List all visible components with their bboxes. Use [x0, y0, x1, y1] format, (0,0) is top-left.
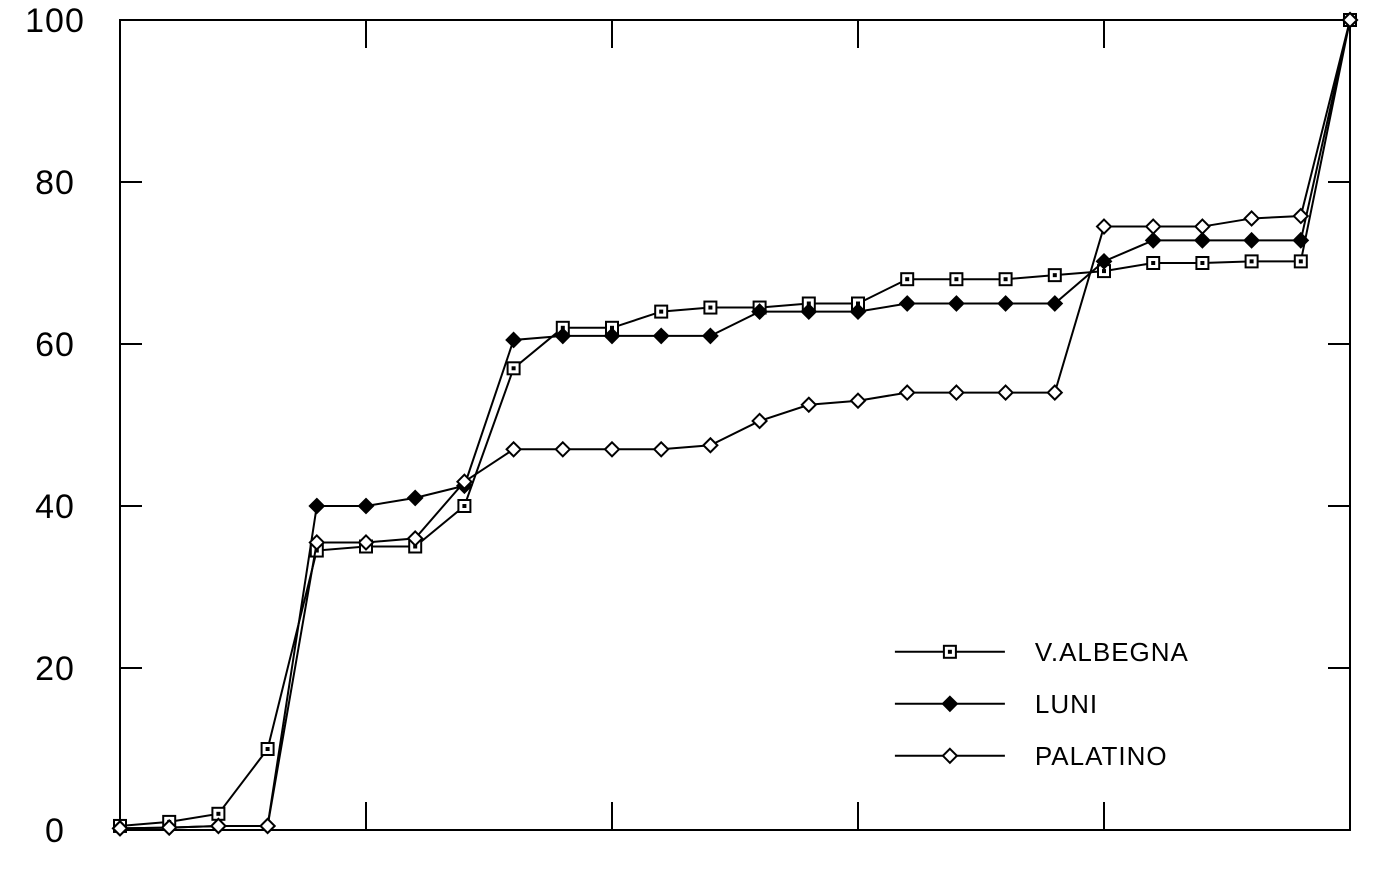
- plot-area: [120, 20, 1350, 830]
- legend-label: V.ALBEGNA: [1035, 637, 1189, 667]
- marker-square-dot: [266, 747, 270, 751]
- y-tick-label: 60: [35, 326, 75, 364]
- marker-square-dot: [708, 306, 712, 310]
- y-tick-label: 80: [35, 164, 75, 202]
- legend-label: LUNI: [1035, 689, 1098, 719]
- marker-square-dot: [1200, 261, 1204, 265]
- legend-label: PALATINO: [1035, 741, 1168, 771]
- marker-square-dot: [1151, 261, 1155, 265]
- marker-square-dot: [659, 310, 663, 314]
- marker-square-dot: [512, 366, 516, 370]
- marker-square-dot: [1004, 277, 1008, 281]
- marker-square-dot: [905, 277, 909, 281]
- marker-square-dot: [1250, 259, 1254, 263]
- marker-square-dot: [216, 812, 220, 816]
- marker-square-dot: [1299, 259, 1303, 263]
- y-tick-label: 20: [35, 650, 75, 688]
- marker-square-dot: [948, 650, 952, 654]
- y-tick-label: 40: [35, 488, 75, 526]
- marker-square-dot: [954, 277, 958, 281]
- y-tick-label: 0: [45, 812, 65, 850]
- marker-square-dot: [462, 504, 466, 508]
- marker-square-dot: [1053, 273, 1057, 277]
- y-tick-label: 100: [25, 2, 85, 40]
